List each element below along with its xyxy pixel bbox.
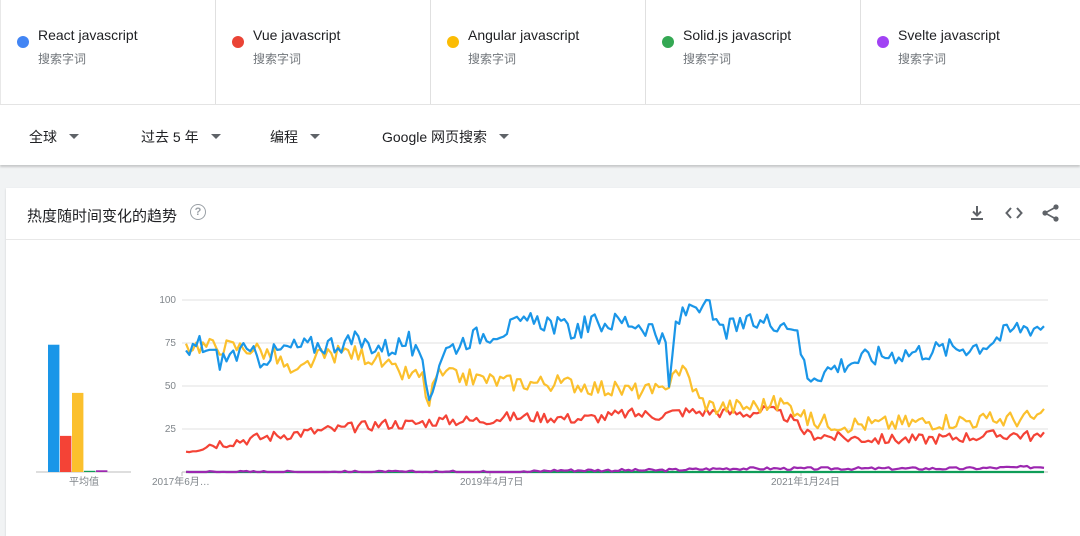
series-line [185, 405, 1045, 454]
search-term-type: 搜索字词 [468, 52, 517, 66]
series-line [185, 298, 1045, 402]
chevron-down-icon [69, 133, 79, 139]
category-filter[interactable]: 编程 [270, 127, 320, 147]
search-term-type: 搜索字词 [253, 52, 302, 66]
card-divider [6, 239, 1080, 240]
search-term-1[interactable]: React javascript 搜索字词 [0, 0, 215, 104]
series-color-dot [877, 36, 889, 48]
search-term-name: Svelte javascript [898, 27, 1000, 43]
search-term-name: React javascript [38, 27, 138, 43]
x-tick-label: 2021年1月24日 [771, 475, 840, 488]
x-tick-label: 2017年6月… [152, 475, 210, 488]
search-term-5[interactable]: Svelte javascript 搜索字词 [860, 0, 1075, 104]
download-icon[interactable] [966, 202, 988, 224]
search-term-name: Angular javascript [468, 27, 580, 43]
interest-over-time-chart: 100 75 50 25 2017年6月… 2019年4月7日 2021年1月24日 平均值 [36, 295, 1048, 488]
search-term-4[interactable]: Solid.js javascript 搜索字词 [645, 0, 860, 104]
search-term-3[interactable]: Angular javascript 搜索字词 [430, 0, 645, 104]
search-term-name: Vue javascript [253, 27, 341, 43]
averages-label: 平均值 [69, 475, 99, 488]
chevron-down-icon [499, 133, 510, 139]
chevron-down-icon [210, 133, 221, 139]
y-tick-label: 50 [165, 381, 177, 392]
series-line [184, 337, 1045, 434]
compare-terms-bar: React javascript 搜索字词 Vue javascript 搜索字词 An… [0, 0, 1080, 104]
search-term-type: 搜索字词 [38, 52, 87, 66]
average-bar [48, 344, 60, 472]
average-bar [84, 470, 96, 472]
search-term-type: 搜索字词 [683, 52, 732, 66]
series-line [185, 464, 1045, 474]
time-range-filter[interactable]: 过去 5 年 [141, 127, 221, 147]
card-title: 热度随时间变化的趋势 [27, 208, 178, 225]
help-icon[interactable]: ? [190, 204, 206, 220]
search-term-type: 搜索字词 [898, 52, 947, 66]
average-bar [96, 470, 108, 472]
share-icon[interactable] [1040, 202, 1062, 224]
search-term-2[interactable]: Vue javascript 搜索字词 [215, 0, 430, 104]
chevron-down-icon [310, 133, 320, 139]
region-filter[interactable]: 全球 [29, 127, 79, 147]
average-bar [72, 392, 84, 472]
category-filter-label: 编程 [270, 129, 298, 145]
series-color-dot [232, 36, 244, 48]
x-tick-label: 2019年4月7日 [460, 475, 523, 488]
y-tick-label: 25 [165, 424, 177, 435]
region-filter-label: 全球 [29, 129, 57, 145]
series-color-dot [17, 36, 29, 48]
interest-over-time-card: 热度随时间变化的趋势 ? 100 75 50 25 2017年6月… 2019年4月7日 2… [6, 188, 1080, 536]
search-property-filter-label: Google 网页搜索 [382, 129, 488, 145]
y-tick-label: 100 [159, 295, 176, 306]
embed-code-icon[interactable] [1003, 202, 1025, 224]
search-property-filter[interactable]: Google 网页搜索 [382, 127, 510, 147]
filters-bar: 全球 过去 5 年 编程 Google 网页搜索 [0, 104, 1080, 165]
time-range-filter-label: 过去 5 年 [141, 129, 199, 145]
series-color-dot [662, 36, 674, 48]
search-term-name: Solid.js javascript [683, 27, 792, 43]
y-tick-label: 75 [165, 338, 177, 349]
series-color-dot [447, 36, 459, 48]
average-bar [60, 435, 72, 472]
